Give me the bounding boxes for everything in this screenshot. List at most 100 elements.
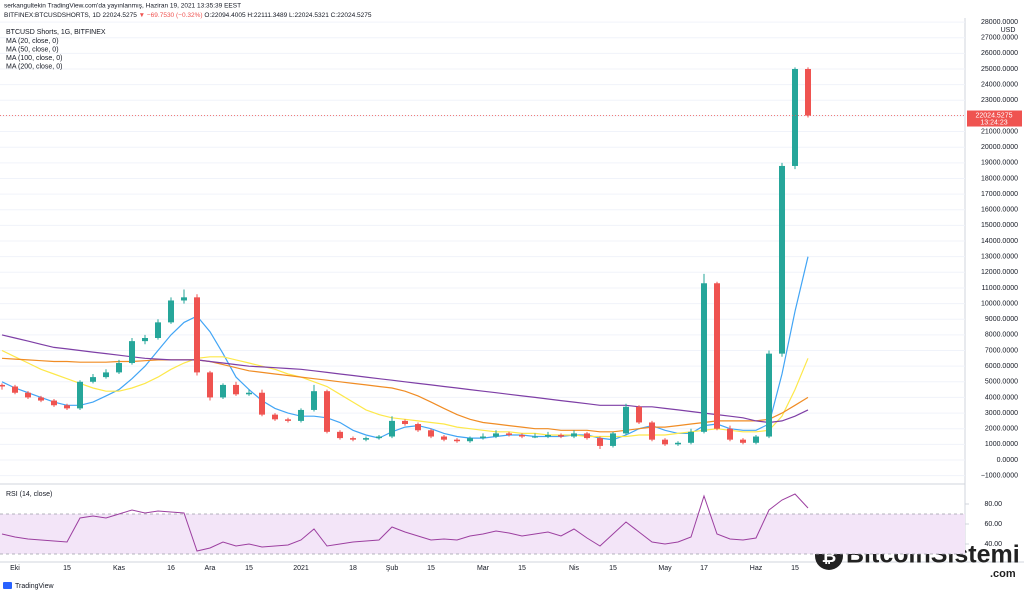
- candle-body: [649, 422, 655, 440]
- candle-body: [441, 436, 447, 440]
- candle-body: [805, 68, 811, 116]
- candle-body: [766, 353, 772, 437]
- x-tick-label: 16: [167, 565, 175, 572]
- candle-body: [246, 392, 252, 395]
- last-price-label: 22024.5275: [976, 112, 1013, 119]
- moving-average-line: [1, 349, 809, 438]
- x-tick-label: 2021: [293, 565, 309, 572]
- x-tick-label: May: [658, 565, 672, 572]
- y-tick-label: 14000.0000: [981, 238, 1018, 245]
- candle-body: [311, 391, 317, 410]
- candle-body: [12, 386, 18, 393]
- candle-body: [584, 433, 590, 439]
- y-tick-label: 0.0000: [997, 457, 1019, 464]
- x-tick-label: 15: [609, 565, 617, 572]
- last-price: 22024.5275: [102, 12, 137, 19]
- candle-body: [779, 165, 785, 354]
- y-tick-label: 1000.0000: [985, 441, 1018, 448]
- candle-body: [675, 442, 681, 445]
- symbol-info: BITFINEX:BTCUSDSHORTS, 1D 22024.5275 ▼ −…: [4, 12, 372, 19]
- candle-body: [558, 434, 564, 437]
- y-tick-label: 15000.0000: [981, 222, 1018, 229]
- rsi-line: [1, 493, 809, 552]
- x-tick-label: 15: [63, 565, 71, 572]
- x-tick-label: 15: [245, 565, 253, 572]
- candle-body: [207, 372, 213, 398]
- y-tick-label: 9000.0000: [985, 316, 1018, 323]
- candle-body: [194, 297, 200, 373]
- chart-title: BTCUSD Shorts, 1G, BITFINEX: [6, 29, 106, 36]
- y-tick-label: 17000.0000: [981, 191, 1018, 198]
- candle-body: [636, 406, 642, 423]
- rsi-tick-label: 60.00: [984, 521, 1002, 528]
- candle-body: [90, 377, 96, 382]
- candle-body: [77, 381, 83, 409]
- candle-body: [402, 420, 408, 425]
- y-tick-label: 19000.0000: [981, 160, 1018, 167]
- legend-entry: MA (200, close, 0): [6, 63, 62, 70]
- candle-body: [610, 433, 616, 446]
- rsi-tick-label: 40.00: [984, 541, 1002, 548]
- candle-body: [428, 430, 434, 437]
- countdown-label: 13:24:23: [980, 119, 1007, 126]
- candle-body: [38, 397, 44, 401]
- candle-body: [298, 409, 304, 421]
- candle-body: [233, 384, 239, 395]
- ohlc: O:22094.4005 H:22111.3489 L:22024.5321 C…: [204, 12, 371, 19]
- candle-body: [116, 363, 122, 373]
- y-tick-label: −1000.0000: [981, 472, 1018, 479]
- x-tick-label: 18: [349, 565, 357, 572]
- candle-body: [519, 434, 525, 437]
- x-tick-label: Haz: [750, 565, 763, 572]
- candle-body: [155, 322, 161, 338]
- y-tick-label: 21000.0000: [981, 128, 1018, 135]
- y-tick-label: 20000.0000: [981, 144, 1018, 151]
- symbol: BITFINEX:BTCUSDSHORTS, 1D: [4, 12, 101, 19]
- x-tick-label: Nis: [569, 565, 580, 572]
- candle-body: [714, 283, 720, 429]
- x-tick-label: 15: [791, 565, 799, 572]
- x-tick-label: 15: [427, 565, 435, 572]
- candle-body: [181, 297, 187, 301]
- brand[interactable]: TradingView: [15, 583, 54, 590]
- candle-body: [324, 391, 330, 432]
- x-tick-label: Eki: [10, 565, 20, 572]
- candle-body: [792, 68, 798, 166]
- candle-body: [753, 436, 759, 443]
- candle-body: [506, 433, 512, 435]
- legend-entry: MA (20, close, 0): [6, 38, 59, 45]
- candle-body: [688, 431, 694, 443]
- candle-body: [727, 428, 733, 440]
- y-tick-label: 26000.0000: [981, 50, 1018, 57]
- candle-body: [493, 433, 499, 437]
- y-tick-label: 8000.0000: [985, 332, 1018, 339]
- y-tick-label: 18000.0000: [981, 175, 1018, 182]
- y-tick-label: 3000.0000: [985, 410, 1018, 417]
- candle-body: [168, 300, 174, 323]
- rsi-tick-label: 80.00: [984, 501, 1002, 508]
- y-tick-label: 11000.0000: [982, 285, 1019, 292]
- x-tick-label: 15: [518, 565, 526, 572]
- y-tick-label: 7000.0000: [985, 347, 1018, 354]
- price-change: ▼ −69.7530 (−0.32%): [139, 12, 203, 19]
- y-tick-label: 28000.0000: [981, 19, 1018, 26]
- y-tick-label: 25000.0000: [981, 66, 1018, 73]
- candle-body: [376, 436, 382, 439]
- candle-body: [571, 433, 577, 437]
- moving-average-line: [1, 357, 809, 433]
- candle-body: [467, 438, 473, 442]
- candle-body: [0, 384, 5, 387]
- y-axis-unit: USD: [1001, 27, 1016, 34]
- candle-body: [454, 439, 460, 442]
- moving-average-line: [1, 334, 809, 424]
- x-tick-label: Ara: [205, 565, 216, 572]
- x-tick-label: Şub: [386, 565, 399, 572]
- y-tick-label: 4000.0000: [985, 394, 1018, 401]
- candle-body: [337, 431, 343, 439]
- legend-entry: MA (50, close, 0): [6, 46, 59, 53]
- candle-body: [363, 438, 369, 440]
- candle-body: [480, 436, 486, 439]
- y-tick-label: 5000.0000: [985, 379, 1018, 386]
- rsi-title: RSI (14, close): [6, 491, 52, 498]
